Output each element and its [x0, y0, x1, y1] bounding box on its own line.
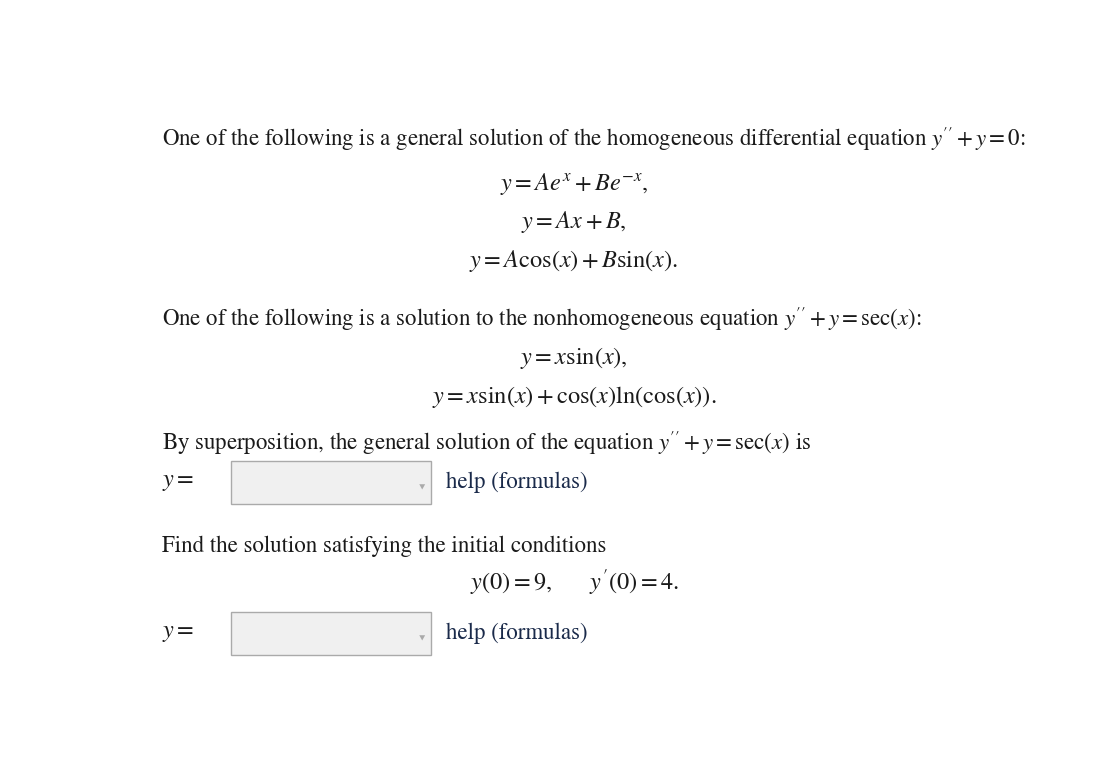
Text: $y(0) = 9, \qquad y'(0) = 4.$: $y(0) = 9, \qquad y'(0) = 4.$ [469, 568, 679, 598]
Text: ✏: ✏ [413, 627, 417, 640]
Text: $y = A\cos(x) + B\sin(x).$: $y = A\cos(x) + B\sin(x).$ [469, 248, 679, 273]
Text: One of the following is a solution to the nonhomogeneous equation $y'' + y = \se: One of the following is a solution to th… [161, 305, 922, 333]
Text: $y = x\sin(x),$: $y = x\sin(x),$ [520, 346, 628, 371]
Text: help (formulas): help (formulas) [447, 623, 588, 644]
Text: $y =$: $y =$ [161, 472, 194, 493]
Text: $y = Ax + B,$: $y = Ax + B,$ [521, 209, 627, 235]
Text: ✏: ✏ [413, 475, 417, 489]
Text: By superposition, the general solution of the equation $y'' + y = \sec(x)$ is: By superposition, the general solution o… [161, 429, 811, 458]
Text: $y = Ae^{x} + Be^{-x},$: $y = Ae^{x} + Be^{-x},$ [500, 170, 648, 197]
FancyBboxPatch shape [231, 461, 431, 504]
Text: $y = x\sin(x) + \cos(x)\ln(\cos(x)).$: $y = x\sin(x) + \cos(x)\ln(\cos(x)).$ [431, 384, 717, 409]
Text: ▾: ▾ [419, 482, 426, 492]
Text: Find the solution satisfying the initial conditions: Find the solution satisfying the initial… [161, 536, 606, 557]
Text: ▾: ▾ [419, 633, 426, 643]
FancyBboxPatch shape [231, 612, 431, 654]
Text: $y =$: $y =$ [161, 623, 194, 644]
Text: One of the following is a general solution of the homogeneous differential equat: One of the following is a general soluti… [161, 124, 1026, 153]
Text: help (formulas): help (formulas) [447, 472, 588, 493]
